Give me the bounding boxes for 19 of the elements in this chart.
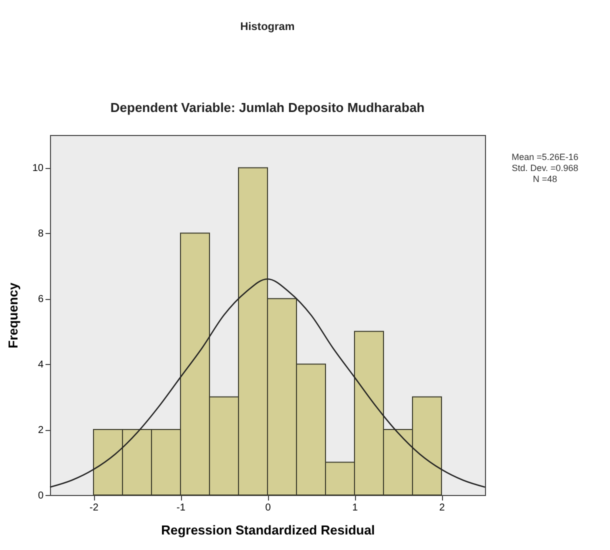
x-tick-label: 0 [265, 502, 272, 514]
text: Std. Dev. =0.968 [512, 163, 578, 173]
x-tick-label: 2 [439, 502, 446, 514]
y-tick-label: 8 [38, 228, 44, 240]
x-tick-label: 1 [352, 502, 358, 514]
chart-subtitle: Dependent Variable: Jumlah Deposito Mudharabah [110, 100, 425, 115]
text: N =48 [532, 174, 558, 184]
y-tick-label: 2 [38, 425, 44, 436]
chart-title: Histogram [240, 21, 295, 33]
x-tick-label: -2 [90, 502, 99, 514]
y-tick-label: 10 [32, 163, 44, 174]
line-series [49, 278, 486, 488]
y-tick-label: 4 [38, 360, 44, 371]
y-tick-label: 6 [38, 294, 44, 306]
text: Mean =5.26E-16 [512, 152, 578, 162]
y-axis-title: Frequency [5, 282, 20, 348]
x-tick-label: -1 [176, 502, 186, 514]
y-tick-label: 0 [38, 490, 44, 502]
x-axis-title: Regression Standardized Residual [161, 522, 375, 538]
